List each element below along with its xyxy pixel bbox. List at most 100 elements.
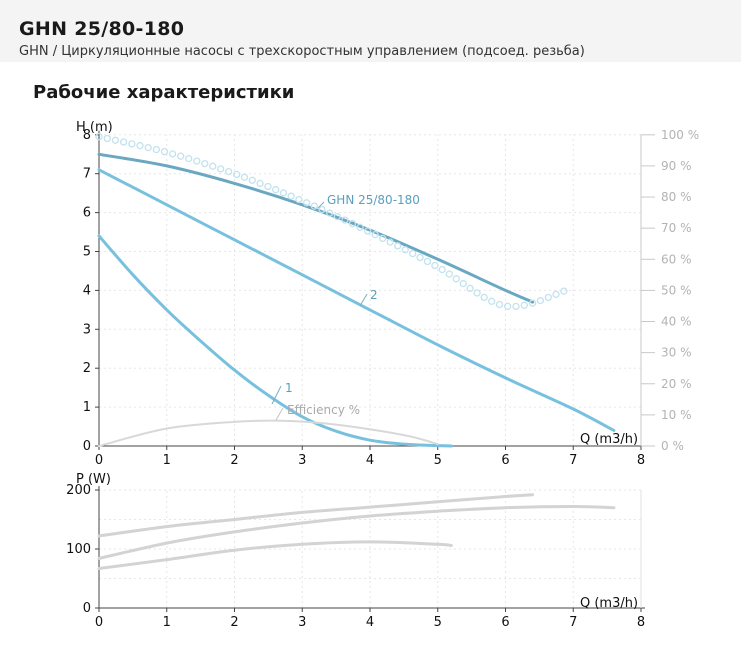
y2-tick-label: 40 % [661, 315, 692, 329]
x-tick-label: 2 [230, 615, 238, 630]
curve-label-leader [271, 385, 282, 405]
max-curve-point [438, 265, 446, 274]
y2-tick-label: 60 % [661, 252, 692, 266]
y-tick-label: 5 [83, 245, 91, 260]
max-curve-point [201, 159, 209, 168]
max-curve-point [240, 173, 249, 181]
page-subtitle: GHN / Циркуляционные насосы с трехскорос… [19, 44, 585, 59]
max-curve-point [119, 138, 128, 146]
x-tick-label: 0 [95, 615, 103, 630]
max-curve-point [264, 182, 272, 191]
x-tick-label: 1 [163, 615, 171, 630]
section-title: Рабочие характеристики [33, 82, 295, 103]
max-curve-point [356, 223, 364, 231]
max-curve-point [512, 302, 520, 311]
x-tick-label: 3 [298, 615, 306, 630]
max-curve-point [560, 287, 568, 295]
x-tick-label: 0 [95, 453, 103, 468]
max-curve-point [177, 152, 185, 160]
curve-label-speed1: 1 [285, 381, 293, 395]
max-curve-path [99, 137, 567, 307]
y-tick-label: 4 [83, 283, 91, 298]
y-tick-label: 0 [83, 601, 91, 616]
max-curve-point [528, 299, 537, 307]
y-tick-label: 0 [83, 439, 91, 454]
max-curve-point [217, 165, 225, 173]
max-curve-point [136, 142, 144, 150]
x-tick-label: 6 [501, 453, 509, 468]
y2-tick-label: 20 % [661, 377, 692, 391]
max-curve-point [495, 300, 504, 309]
max-curve-point [466, 284, 474, 293]
max-curve-point [386, 238, 394, 246]
header-bar: GHN 25/80-180 GHN / Циркуляционные насос… [0, 0, 741, 62]
x-tick-label: 7 [569, 453, 577, 468]
max-curve-point [256, 179, 264, 188]
max-curve-point [416, 253, 424, 262]
series-line-1 [97, 168, 616, 432]
y2-tick-label: 70 % [661, 221, 692, 235]
max-curve-point [431, 261, 439, 270]
x-tick-label: 7 [569, 615, 577, 630]
max-curve-point [401, 246, 409, 254]
y-axis-label: P (W) [76, 472, 111, 487]
max-curve-point [287, 192, 295, 200]
y2-tick-label: 0 % [661, 439, 684, 453]
max-curve-point [279, 189, 288, 197]
max-curve-point [144, 143, 152, 152]
max-curve-point [552, 290, 560, 298]
x-axis-label: Q (m3/h) [580, 596, 638, 611]
x-axis-label: Q (m3/h) [580, 432, 638, 447]
max-curve-point [520, 301, 528, 309]
max-curve-point [160, 148, 169, 156]
max-curve-point [232, 170, 241, 179]
y2-tick-label: 90 % [661, 159, 692, 173]
x-tick-label: 8 [637, 453, 645, 468]
x-tick-label: 8 [637, 615, 645, 630]
curve-label-main: GHN 25/80-180 [327, 193, 420, 207]
max-curve-point [503, 302, 512, 310]
y2-tick-label: 100 % [661, 128, 699, 142]
max-curve-point [209, 162, 217, 170]
max-curve-series [95, 133, 568, 311]
max-curve-point [409, 249, 417, 258]
max-curve-point [185, 154, 193, 163]
power-series-line-2 [97, 540, 453, 570]
y2-tick-label: 30 % [661, 346, 692, 360]
max-curve-point [473, 289, 481, 297]
page-title: GHN 25/80-180 [19, 18, 185, 40]
max-curve-point [423, 257, 432, 266]
max-curve-point [364, 227, 372, 235]
y-tick-label: 200 [66, 483, 91, 498]
max-curve-point [152, 145, 161, 154]
power-series-line-0 [97, 493, 535, 538]
max-curve-point [326, 209, 334, 217]
max-curve-point [310, 202, 318, 210]
x-tick-label: 4 [366, 453, 374, 468]
y-tick-label: 2 [83, 361, 91, 376]
curve-label-leader [317, 201, 325, 209]
y-tick-label: 1 [83, 400, 91, 415]
max-curve-point [272, 186, 280, 194]
max-curve-point [193, 157, 201, 165]
max-curve-point [544, 293, 552, 302]
max-curve-point [341, 216, 349, 224]
max-curve-point [488, 297, 496, 305]
max-curve-point [379, 234, 387, 243]
max-curve-point [225, 167, 233, 176]
x-tick-label: 5 [434, 453, 442, 468]
max-curve-point [394, 242, 402, 250]
max-curve-point [445, 270, 453, 278]
x-tick-label: 5 [434, 615, 442, 630]
y-tick-label: 3 [83, 322, 91, 337]
x-tick-label: 3 [298, 453, 306, 468]
max-curve-point [459, 279, 467, 288]
max-curve-point [103, 134, 111, 143]
max-curve-point [168, 150, 177, 158]
max-curve-point [302, 199, 311, 207]
y-axis-label: H (m) [76, 120, 113, 135]
y-tick-label: 100 [66, 542, 91, 557]
series-line-0 [97, 152, 535, 304]
x-tick-label: 6 [501, 615, 509, 630]
